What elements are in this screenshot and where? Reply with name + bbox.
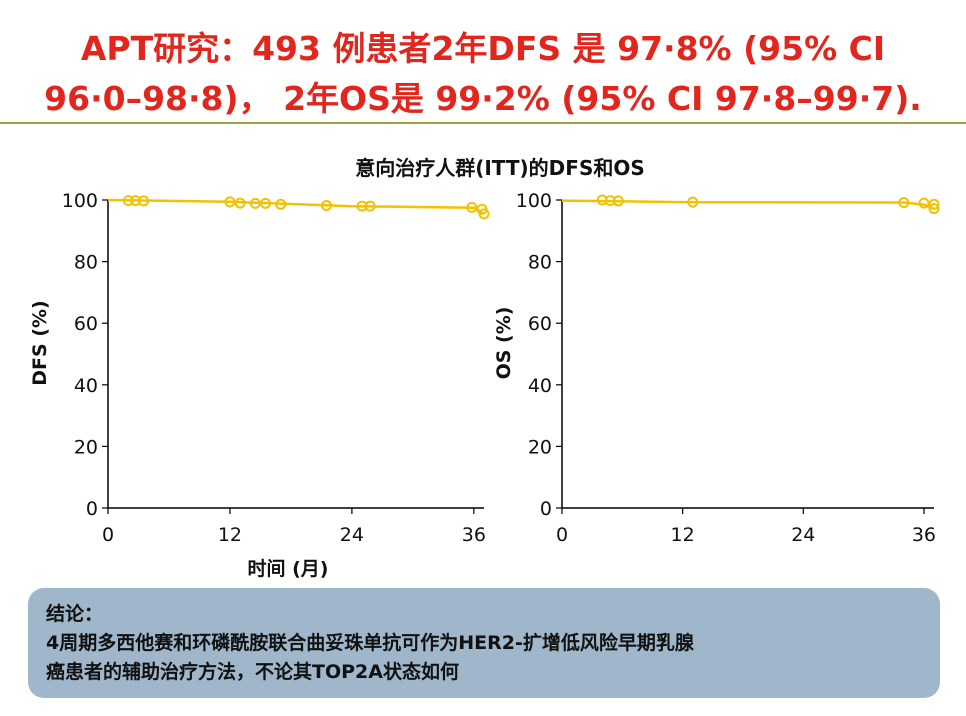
chart-2-y-tick-label: 60 bbox=[528, 313, 552, 335]
chart-2-censor-marker bbox=[928, 198, 940, 210]
chart-2-x-tick-label: 12 bbox=[671, 524, 695, 546]
charts-canvas: 0 20 40 60 80 100 0 12 24 36 DFS (%) 时间 (月) 0 20 40 60 8… bbox=[29, 190, 940, 580]
header-divider bbox=[0, 122, 966, 124]
chart-1-x-tick-label: 24 bbox=[340, 524, 364, 546]
chart-2-x-tick-label: 24 bbox=[791, 524, 815, 546]
chart-1-censor-marker bbox=[275, 198, 287, 210]
headline-line-1: APT研究：493 例患者2年DFS 是 97·8% (95% CI bbox=[80, 29, 886, 68]
chart-1-y-tick-label: 0 bbox=[86, 498, 98, 520]
chart-2-x-tick-label: 36 bbox=[912, 524, 936, 546]
chart-1-censor-marker bbox=[234, 197, 246, 209]
chart-2-x-tick-label: 0 bbox=[556, 524, 568, 546]
conclusion-line-1: 4周期多西他赛和环磷酰胺联合曲妥珠单抗可作为HER2-扩增低风险早期乳腺 bbox=[46, 632, 694, 654]
chart-2-y-tick-label: 0 bbox=[540, 498, 552, 520]
slide-headline: APT研究：493 例患者2年DFS 是 97·8% (95% CI 96·0–… bbox=[0, 24, 966, 124]
chart-2-censor-marker bbox=[687, 196, 699, 208]
chart-2-censor-marker bbox=[918, 197, 930, 209]
chart-1-censor-marker bbox=[138, 195, 150, 207]
chart-1-x-tick-label: 0 bbox=[102, 524, 114, 546]
chart-1-censor-marker bbox=[320, 200, 332, 212]
chart-1-y-tick-label: 40 bbox=[74, 375, 98, 397]
chart-1-y-tick-label: 80 bbox=[74, 252, 98, 274]
chart-2-y-tick-label: 100 bbox=[516, 190, 552, 212]
conclusion-line-2: 癌患者的辅助治疗方法，不论其TOP2A状态如何 bbox=[46, 661, 459, 683]
conclusion-heading: 结论： bbox=[46, 603, 104, 625]
chart-1-survival-curve bbox=[107, 198, 485, 215]
chart-1-x-axis-label: 时间 (月) bbox=[248, 558, 329, 580]
chart-2-censor-marker bbox=[612, 195, 624, 207]
chart-1-censor-marker bbox=[122, 195, 134, 207]
chart-1-x-tick-label: 36 bbox=[462, 524, 486, 546]
chart-1-y-tick-label: 60 bbox=[74, 313, 98, 335]
chart-2-y-tick-label: 80 bbox=[528, 252, 552, 274]
chart-2-censor-marker bbox=[928, 203, 940, 215]
conclusion-box: 结论： 4周期多西他赛和环磷酰胺联合曲妥珠单抗可作为HER2-扩增低风险早期乳腺… bbox=[28, 588, 940, 698]
chart-1-censor-marker bbox=[224, 196, 236, 208]
chart-2-y-tick-label: 20 bbox=[528, 436, 552, 458]
chart-1-censor-marker bbox=[478, 208, 490, 220]
chart-1-y-tick-label: 20 bbox=[74, 436, 98, 458]
chart-title: 意向治疗人群(ITT)的DFS和OS bbox=[355, 156, 645, 180]
headline-line-2: 96·0–98·8)， 2年OS是 99·2% (95% CI 97·8–99·… bbox=[44, 79, 922, 118]
chart-1-y-tick-label: 100 bbox=[62, 190, 98, 212]
chart-1-censor-marker bbox=[466, 201, 478, 213]
chart-1-censor-marker bbox=[249, 197, 261, 209]
chart-1-y-axis-label: DFS (%) bbox=[29, 300, 51, 385]
chart-1-censor-marker bbox=[364, 200, 376, 212]
chart-1-censor-marker bbox=[260, 197, 272, 209]
chart-2-y-tick-label: 40 bbox=[528, 375, 552, 397]
chart-2-censor-marker bbox=[898, 196, 910, 208]
chart-2-y-axis-label: OS (%) bbox=[493, 307, 515, 380]
chart-1-x-tick-label: 12 bbox=[218, 524, 242, 546]
